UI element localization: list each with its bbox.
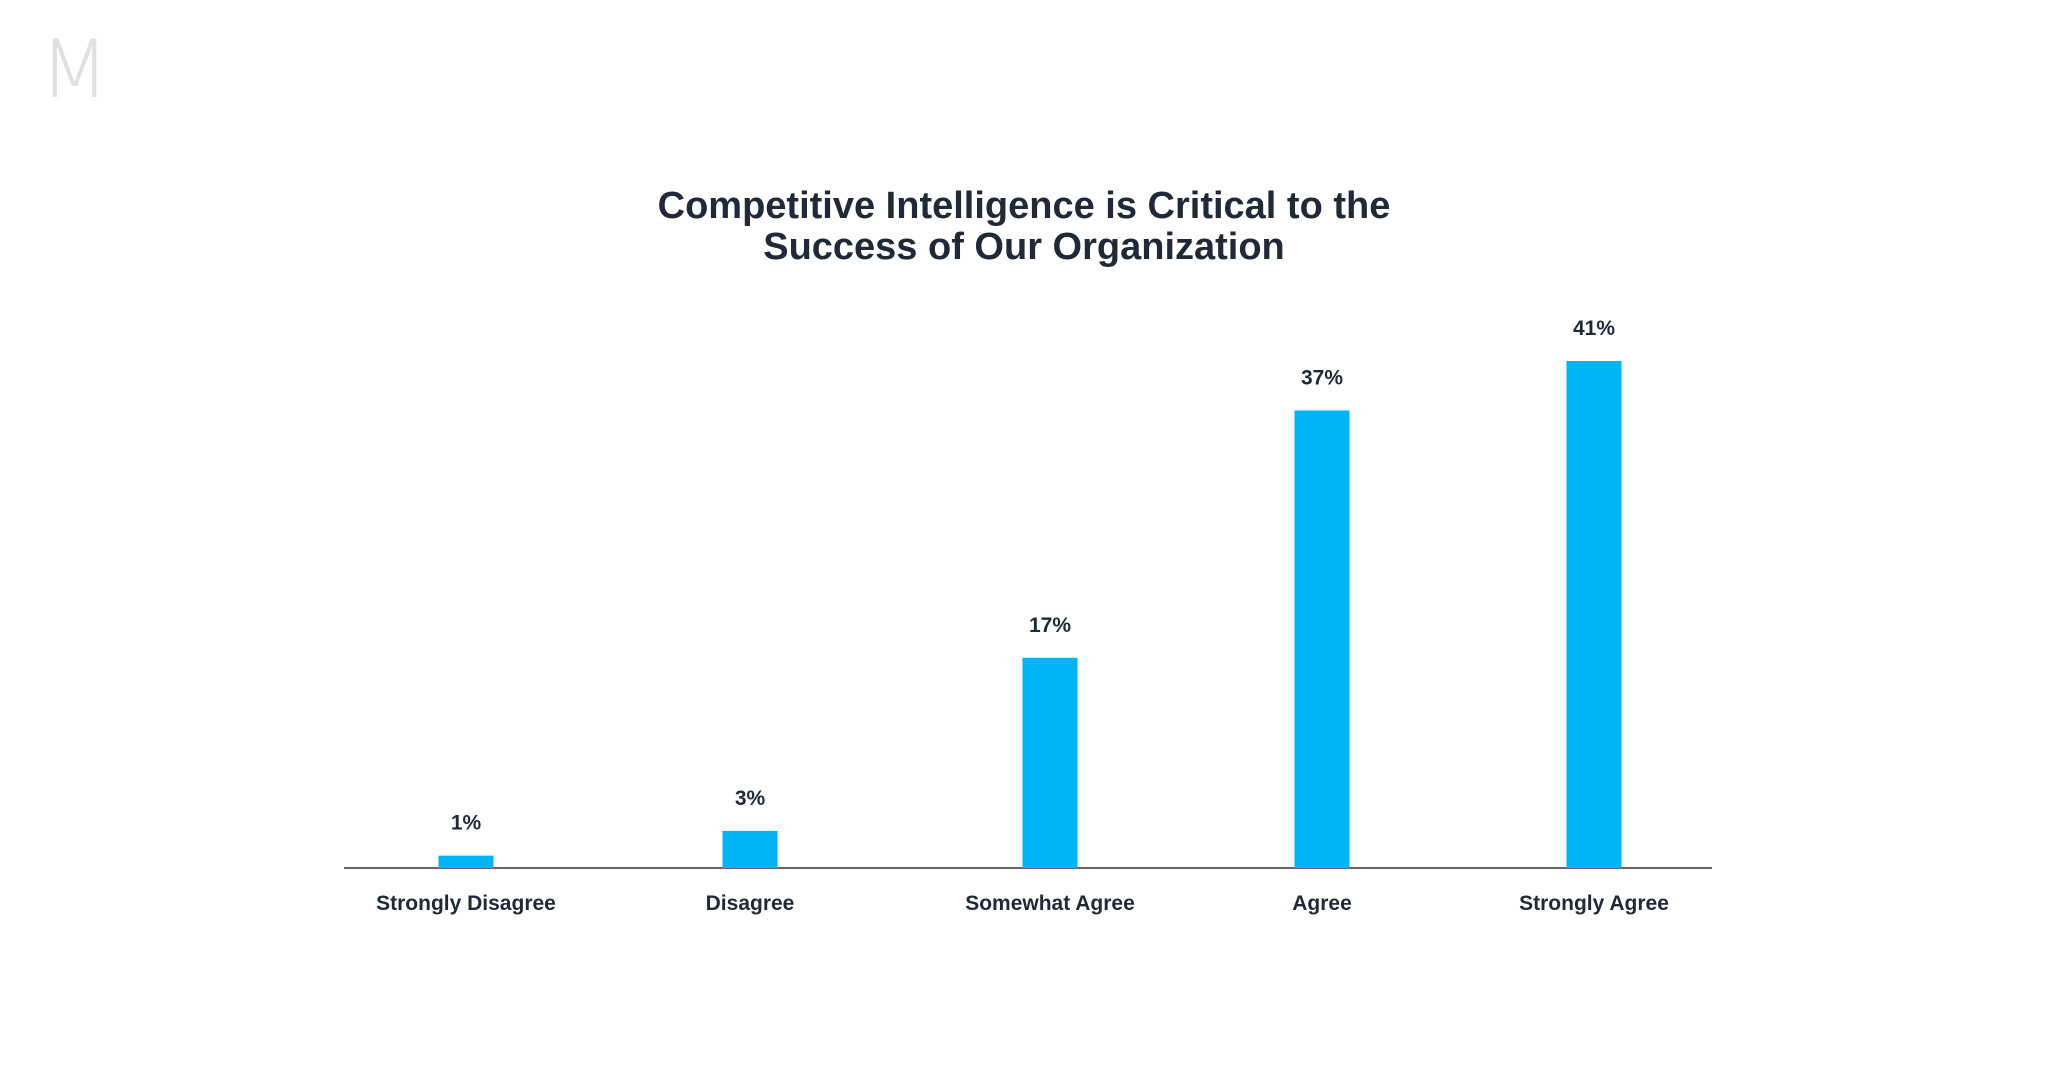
brand-logo: M	[40, 23, 109, 116]
bar-strongly-agree	[1566, 361, 1622, 868]
value-label: 41%	[1573, 317, 1615, 340]
category-label: Agree	[1292, 892, 1352, 915]
bar-somewhat-agree	[1022, 657, 1078, 868]
value-label: 37%	[1301, 366, 1343, 389]
bar-disagree	[722, 830, 778, 868]
chart-title-line-1: Competitive Intelligence is Critical to …	[657, 185, 1391, 227]
category-label: Strongly Disagree	[376, 892, 556, 915]
category-label: Somewhat Agree	[965, 892, 1135, 915]
bar-group: 1% Strongly Disagree 3% Disagree 17% Somewhat…	[376, 317, 1669, 915]
value-label: 3%	[735, 787, 766, 810]
chart-title-line-2: Success of Our Organization	[763, 226, 1285, 268]
category-label: Strongly Agree	[1519, 892, 1669, 915]
category-label: Disagree	[706, 892, 795, 915]
value-label: 17%	[1029, 614, 1071, 637]
bar-agree	[1294, 410, 1350, 868]
chart-title: Competitive Intelligence is Critical to …	[0, 186, 2048, 268]
value-label: 1%	[451, 812, 482, 835]
bar-strongly-disagree	[438, 855, 494, 868]
